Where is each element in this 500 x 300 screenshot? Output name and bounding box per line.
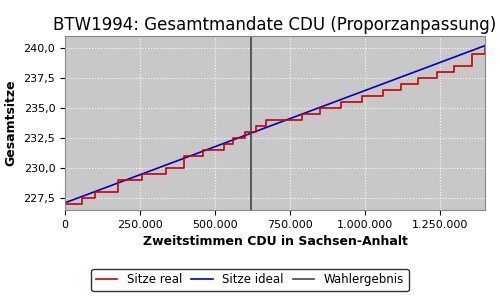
Sitze ideal — [482, 44, 488, 47]
Sitze ideal — [472, 48, 478, 51]
X-axis label: Zweitstimmen CDU in Sachsen-Anhalt: Zweitstimmen CDU in Sachsen-Anhalt — [142, 235, 408, 248]
Sitze real — [230, 136, 236, 140]
Sitze real — [180, 154, 186, 158]
Sitze real — [242, 130, 248, 134]
Sitze real — [450, 64, 456, 68]
Sitze real — [359, 100, 365, 104]
Y-axis label: Gesamtsitze: Gesamtsitze — [5, 80, 18, 166]
Sitze real — [398, 88, 404, 92]
Sitze real — [398, 82, 404, 86]
Sitze real — [92, 196, 98, 200]
Sitze real — [263, 124, 269, 128]
Sitze real — [359, 94, 365, 98]
Sitze real — [482, 46, 488, 50]
Sitze real — [482, 52, 488, 56]
Sitze real — [200, 148, 206, 152]
Sitze real — [138, 172, 144, 176]
Sitze ideal — [262, 126, 268, 130]
Sitze real — [114, 190, 120, 194]
Sitze real — [62, 202, 68, 206]
Sitze real — [434, 76, 440, 80]
Sitze ideal — [406, 72, 412, 76]
Sitze ideal — [264, 125, 270, 129]
Line: Sitze real: Sitze real — [65, 48, 485, 204]
Sitze real — [221, 142, 227, 146]
Sitze real — [414, 82, 420, 86]
Sitze real — [78, 202, 84, 206]
Sitze ideal — [312, 107, 318, 111]
Sitze real — [78, 196, 84, 200]
Sitze real — [221, 148, 227, 152]
Sitze real — [162, 166, 168, 170]
Sitze real — [252, 124, 258, 128]
Sitze real — [414, 76, 420, 80]
Legend: Sitze real, Sitze ideal, Wahlergebnis: Sitze real, Sitze ideal, Wahlergebnis — [91, 269, 409, 291]
Sitze real — [230, 142, 236, 146]
Sitze real — [299, 112, 305, 116]
Sitze ideal — [290, 116, 296, 119]
Sitze ideal — [62, 201, 68, 205]
Sitze real — [138, 178, 144, 182]
Line: Sitze ideal: Sitze ideal — [65, 46, 485, 203]
Sitze real — [434, 70, 440, 74]
Sitze real — [468, 64, 474, 68]
Sitze real — [281, 118, 287, 122]
Sitze real — [380, 94, 386, 98]
Sitze real — [180, 166, 186, 170]
Sitze real — [380, 88, 386, 92]
Sitze real — [252, 130, 258, 134]
Sitze real — [162, 172, 168, 176]
Sitze real — [450, 70, 456, 74]
Sitze real — [338, 106, 344, 110]
Sitze real — [317, 106, 323, 110]
Sitze real — [281, 118, 287, 122]
Sitze real — [263, 118, 269, 122]
Sitze real — [468, 52, 474, 56]
Sitze real — [92, 190, 98, 194]
Sitze real — [114, 178, 120, 182]
Sitze real — [338, 100, 344, 104]
Sitze real — [242, 136, 248, 140]
Title: BTW1994: Gesamtmandate CDU (Proporzanpassung): BTW1994: Gesamtmandate CDU (Proporzanpas… — [54, 16, 496, 34]
Sitze real — [317, 112, 323, 116]
Sitze real — [200, 154, 206, 158]
Sitze real — [299, 118, 305, 122]
